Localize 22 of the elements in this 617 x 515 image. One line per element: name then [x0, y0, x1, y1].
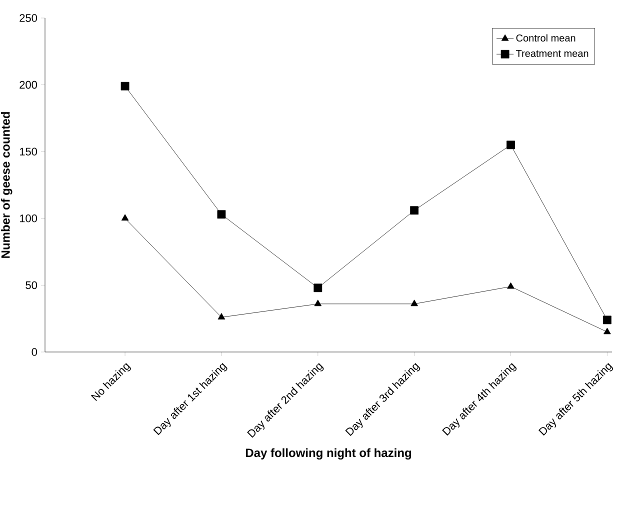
point [120, 82, 130, 90]
y-tick-label: 250 [20, 14, 38, 22]
point [121, 214, 129, 221]
point [218, 313, 226, 320]
point [314, 284, 322, 292]
y-tick-label: 100 [20, 214, 38, 222]
y-axis-title: Number of geese counted [1, 112, 12, 258]
y-tick-label: 200 [20, 80, 38, 89]
x-axis-title: Day following night of hazing [246, 448, 412, 460]
point [506, 140, 515, 150]
y-tick-label: 50 [26, 281, 38, 290]
y-tick-label: 150 [20, 148, 38, 156]
point [217, 210, 226, 219]
point [507, 282, 514, 289]
point [410, 206, 419, 215]
point [410, 300, 418, 306]
legend-label: Treatment mean [516, 50, 588, 57]
y-tick-label: 0 [32, 348, 38, 356]
point [604, 328, 611, 334]
legend-label: Control mean [516, 34, 576, 42]
point [602, 316, 612, 324]
point [314, 300, 322, 306]
